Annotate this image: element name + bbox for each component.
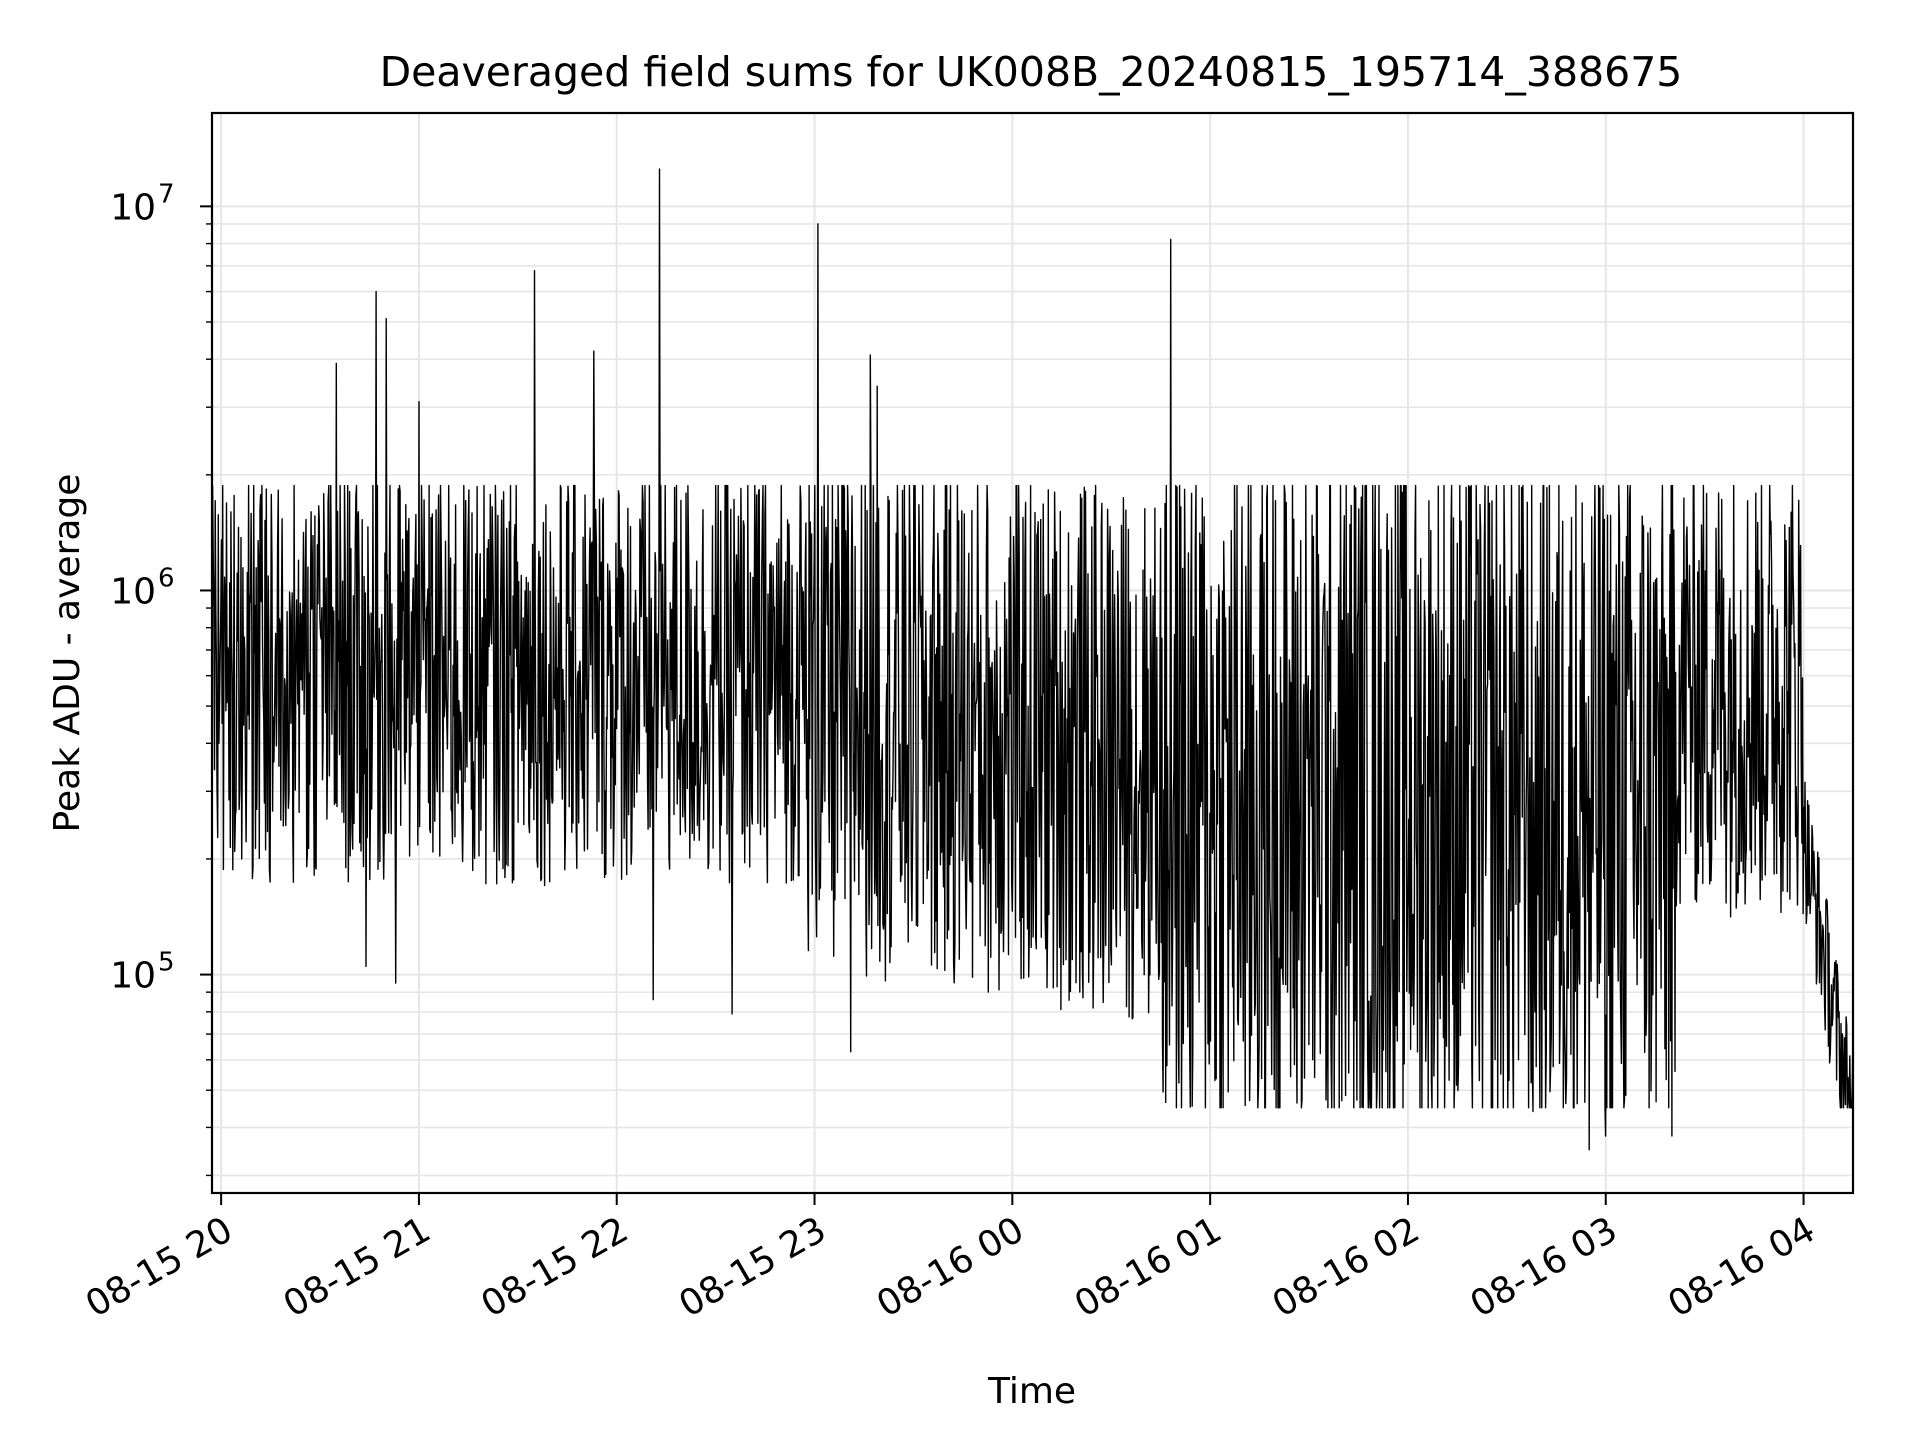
y-tick-exponent: 6 [158, 563, 175, 593]
x-axis-label: Time [987, 1371, 1076, 1412]
y-tick-exponent: 7 [158, 179, 175, 209]
chart-title: Deaveraged field sums for UK008B_2024081… [380, 48, 1683, 96]
y-axis-label: Peak ADU - average [47, 474, 88, 833]
y-tick-label: 10 [110, 571, 156, 612]
y-tick-exponent: 5 [158, 948, 175, 978]
y-tick-label: 10 [110, 187, 156, 228]
plot-frame [210, 111, 1855, 1195]
y-tick-label: 10 [110, 956, 156, 997]
series-line [212, 168, 1853, 1151]
